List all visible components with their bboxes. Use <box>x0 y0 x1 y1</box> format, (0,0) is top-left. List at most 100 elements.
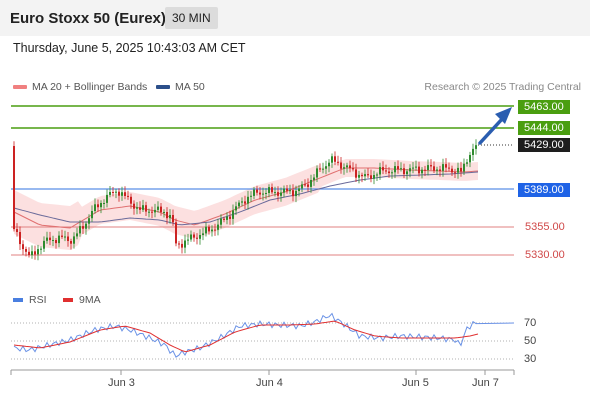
candle-body <box>397 166 399 170</box>
candle-body <box>223 218 225 220</box>
ma9-label: 9MA <box>79 294 101 306</box>
candle-body <box>349 165 351 169</box>
candle-body <box>286 188 288 191</box>
candle-body <box>118 191 120 196</box>
legend-rsi: RSI <box>13 294 47 306</box>
candle-body <box>409 168 411 172</box>
candle-body <box>283 188 285 193</box>
candle-body <box>196 237 198 239</box>
candle-body <box>358 174 360 178</box>
candle-body <box>301 184 303 189</box>
support-2-tag: 5330.00 <box>525 249 565 261</box>
candle-body <box>421 169 423 174</box>
x-label-jun4: Jun 4 <box>256 377 283 389</box>
candle-body <box>262 193 264 195</box>
candle-body <box>106 194 108 203</box>
candle-body <box>52 240 54 241</box>
candle-body <box>256 189 258 193</box>
candle-body <box>112 192 114 193</box>
rsi-label: RSI <box>29 294 47 306</box>
candle-body <box>385 170 387 172</box>
candle-body <box>187 239 189 241</box>
candle-body <box>49 237 51 241</box>
candle-body <box>337 161 339 163</box>
candle-body <box>295 190 297 197</box>
candle-body <box>238 202 240 207</box>
candle-body <box>40 248 42 250</box>
candle-body <box>325 166 327 169</box>
candle-body <box>208 226 210 232</box>
candle-body <box>28 251 30 255</box>
candle-body <box>340 162 342 169</box>
candle-body <box>67 236 69 241</box>
candle-body <box>178 243 180 245</box>
projection-arrowhead <box>495 107 512 124</box>
candle-body <box>61 235 63 237</box>
candle-body <box>370 175 372 179</box>
candle-body <box>172 215 174 223</box>
candle-body <box>232 210 234 219</box>
candle-body <box>373 175 375 179</box>
candle-body <box>247 196 249 204</box>
candle-body <box>154 209 156 213</box>
candle-body <box>433 166 435 171</box>
candle-body <box>379 167 381 175</box>
candle-body <box>76 233 78 237</box>
candle-body <box>322 168 324 170</box>
candle-body <box>46 237 48 241</box>
candle-body <box>217 224 219 230</box>
candle-body <box>202 233 204 235</box>
legend-ma20: MA 20 + Bollinger Bands <box>13 81 147 93</box>
candle-body <box>214 229 216 231</box>
candle-body <box>220 218 222 225</box>
candle-body <box>259 192 261 195</box>
candle-body <box>94 204 96 211</box>
candle-body <box>289 190 291 192</box>
candle-body <box>388 171 390 174</box>
candle-body <box>451 168 453 173</box>
candle-body <box>454 172 456 174</box>
datetime-label: Thursday, June 5, 2025 10:43:03 AM CET <box>13 41 246 55</box>
candle-body <box>25 249 27 252</box>
ma20-swatch <box>13 85 27 90</box>
candle-body <box>58 235 60 244</box>
candle-body <box>268 187 270 193</box>
candle-body <box>382 167 384 171</box>
candle-body <box>328 162 330 167</box>
candle-body <box>475 145 477 149</box>
candle-body <box>277 192 279 196</box>
candle-body <box>364 174 366 177</box>
research-credit: Research © 2025 Trading Central <box>424 81 581 93</box>
candle-body <box>442 164 444 171</box>
candle-body <box>97 204 99 208</box>
ma20-label: MA 20 + Bollinger Bands <box>32 81 148 93</box>
candle-body <box>376 174 378 176</box>
candle-body <box>163 212 165 213</box>
candle-body <box>244 201 246 204</box>
candle-body <box>430 165 432 167</box>
candle-body <box>448 167 450 169</box>
timeframe-button[interactable]: 30 MIN <box>165 7 218 29</box>
candle-body <box>139 207 141 210</box>
candle-body <box>307 184 309 187</box>
candle-body <box>88 218 90 224</box>
ma50-swatch <box>156 85 170 90</box>
rsi-tick-70: 70 <box>524 317 537 329</box>
ma50-line <box>13 171 479 226</box>
candle-body <box>313 177 315 180</box>
candle-body <box>193 234 195 238</box>
candle-body <box>292 190 294 197</box>
candle-body <box>265 193 267 194</box>
rsi-swatch <box>13 298 23 303</box>
candle-body <box>70 241 72 244</box>
candle-body <box>136 207 138 209</box>
candle-body <box>205 226 207 234</box>
candle-body <box>121 192 123 196</box>
candle-body <box>73 236 75 244</box>
candle-body <box>439 169 441 171</box>
candle-body <box>142 205 144 210</box>
candle-body <box>274 192 276 194</box>
candle-body <box>43 240 45 249</box>
candle-body <box>394 166 396 173</box>
